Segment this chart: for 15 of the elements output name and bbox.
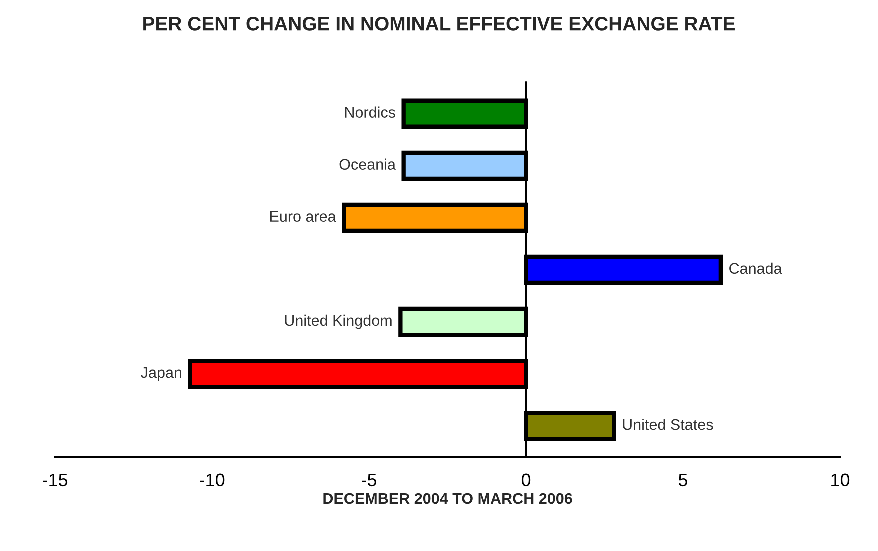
y-tick-label: Nordics — [345, 106, 396, 118]
x-tick-label: 10 — [832, 474, 850, 487]
chart-title: PER CENT CHANGE IN NOMINAL EFFECTIVE EXCHANGE RATE — [144, 17, 735, 31]
y-tick-label: Oceania — [340, 158, 396, 170]
x-tick-label: -15 — [43, 474, 68, 487]
y-tick-label: United Kingdom — [285, 314, 392, 330]
x-tick-label: -10 — [200, 474, 225, 487]
y-tick-label: United States — [623, 418, 714, 430]
y-tick-label: Canada — [730, 262, 782, 274]
y-tick-label: Euro area — [270, 211, 336, 222]
x-tick-label: -5 — [362, 474, 377, 487]
x-axis-title: DECEMBER 2004 TO MARCH 2006 — [324, 493, 572, 504]
y-tick-label: Japan — [141, 368, 182, 382]
x-tick-label: 0 — [522, 474, 531, 487]
x-tick-label: 5 — [678, 474, 688, 487]
